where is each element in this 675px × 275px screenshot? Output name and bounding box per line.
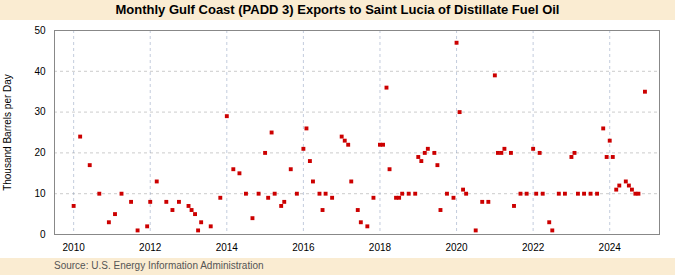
- html-text:Monthly Gulf Coast (PADD 3) Ex: Monthly Gulf Coast (PADD 3) Exports to S…: [115, 2, 560, 17]
- svg-text:2024: 2024: [599, 242, 622, 253]
- svg-text:2010: 2010: [63, 242, 86, 253]
- svg-text:2012: 2012: [139, 242, 162, 253]
- html-text:Source: U.S. Energy Informatio: Source: U.S. Energy Information Administ…: [54, 260, 264, 271]
- svg-text:20: 20: [34, 147, 46, 158]
- svg-text:30: 30: [34, 106, 46, 117]
- svg-text:0: 0: [40, 229, 46, 240]
- svg-text:10: 10: [34, 188, 46, 199]
- svg-text:40: 40: [34, 66, 46, 77]
- svg-text:2016: 2016: [292, 242, 315, 253]
- svg-text:2020: 2020: [445, 242, 468, 253]
- svg-text:2018: 2018: [369, 242, 392, 253]
- svg-text:Thousand Barrels per Day: Thousand Barrels per Day: [2, 74, 13, 191]
- svg-text:2022: 2022: [522, 242, 545, 253]
- svg-text:50: 50: [34, 25, 46, 36]
- svg-text:2014: 2014: [216, 242, 239, 253]
